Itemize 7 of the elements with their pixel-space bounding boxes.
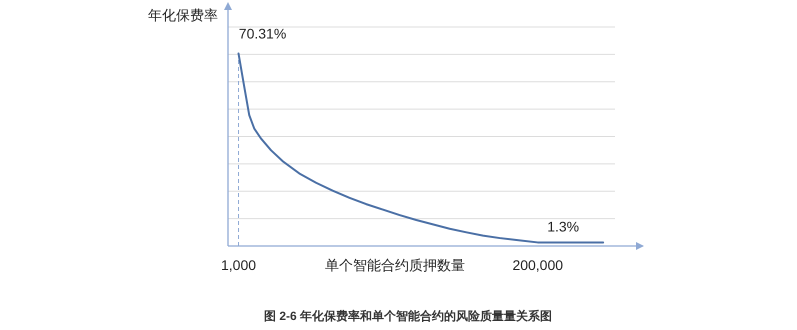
x-tick-label: 1,000 (221, 257, 256, 273)
x-axis-title: 单个智能合约质押数量 (325, 257, 465, 273)
x-tick-label: 200,000 (512, 257, 564, 273)
caption: 图 2-6 年化保费率和单个智能合约的风险质量量关系图 (264, 309, 552, 323)
data-label: 1.3% (547, 218, 580, 234)
y-axis-title: 年化保费率 (148, 7, 218, 23)
data-label: 70.31% (238, 26, 286, 42)
